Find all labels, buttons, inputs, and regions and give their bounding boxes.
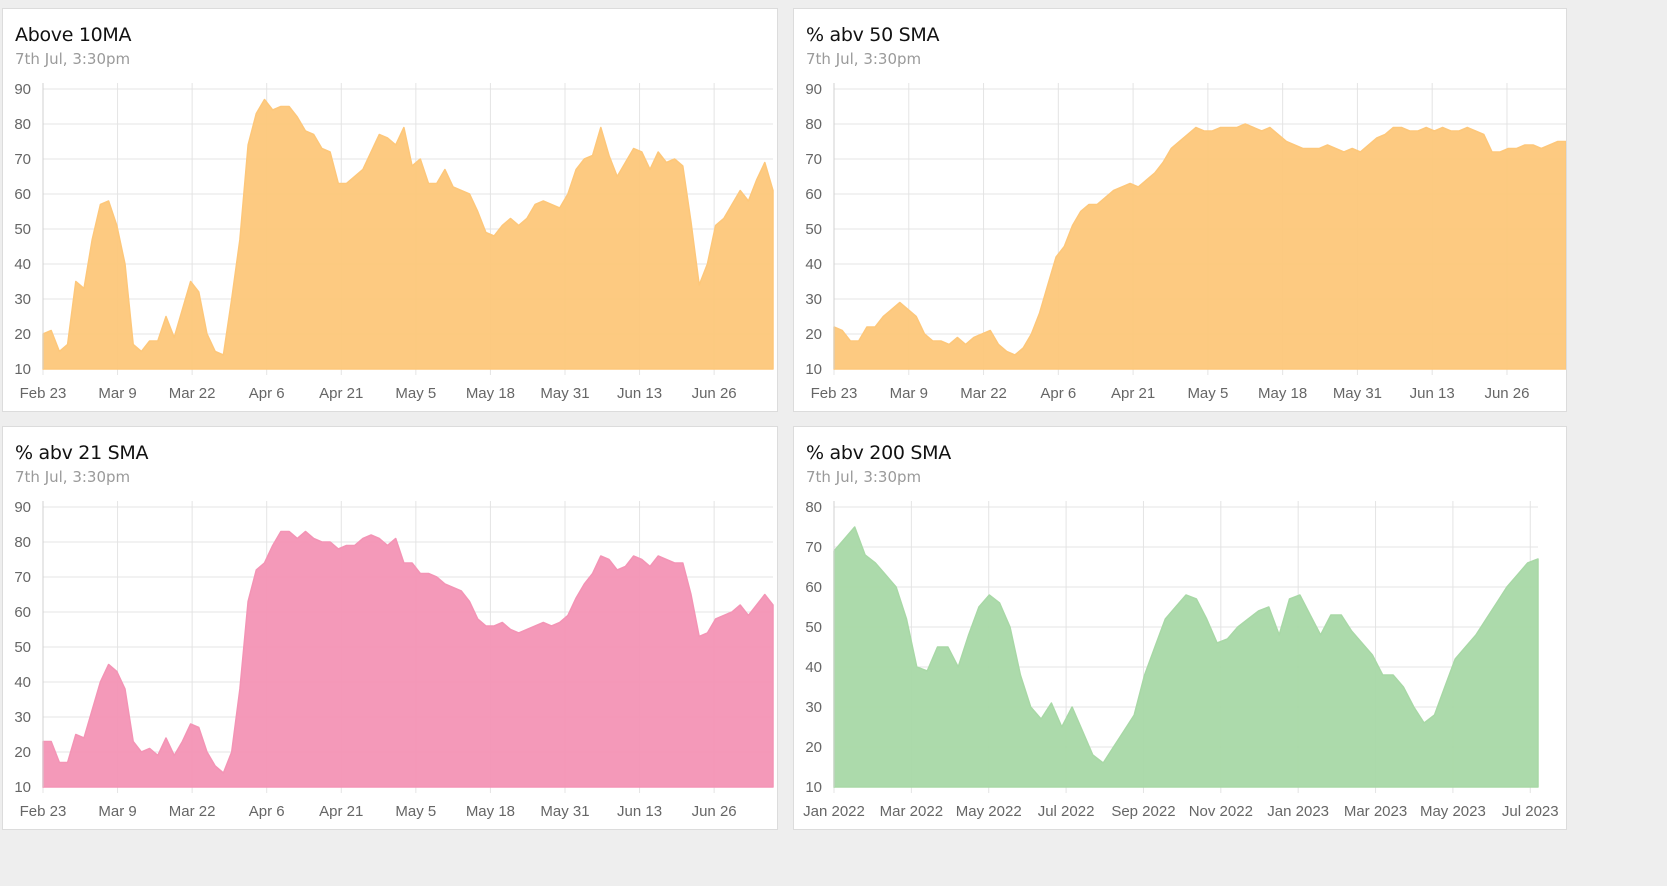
x-tick-label: Jul 2023: [1502, 803, 1559, 820]
y-tick-label: 90: [805, 81, 822, 98]
x-tick-label: Jun 13: [1410, 385, 1455, 402]
y-tick-label: 20: [805, 739, 822, 756]
chart-card-above-10ma: Above 10MA 7th Jul, 3:30pm 90 80 70 60 50 40 3…: [2, 8, 778, 412]
x-tick-label: Nov 2022: [1189, 803, 1253, 820]
chart-card-abv-200-sma: % abv 200 SMA 7th Jul, 3:30pm 80 70 60 50 40…: [793, 426, 1567, 830]
y-tick-label: 50: [14, 221, 31, 238]
x-tick-label: Jul 2022: [1038, 803, 1095, 820]
x-tick-label: Jan 2022: [803, 803, 865, 820]
x-tick-label: May 5: [395, 385, 436, 402]
chart-plot: 90 80 70 60 50 40 30 20 10 Feb 23 Mar 9 Mar 22 Apr 6…: [805, 81, 1566, 402]
y-tick-label: 10: [805, 779, 822, 796]
y-tick-label: 30: [14, 709, 31, 726]
y-tick-label: 80: [805, 499, 822, 516]
chart-subtitle: 7th Jul, 3:30pm: [15, 50, 131, 68]
chart-title: % abv 200 SMA: [806, 442, 951, 464]
y-tick-label: 20: [805, 326, 822, 343]
x-tick-label: May 5: [395, 803, 436, 820]
x-tick-label: Mar 9: [98, 803, 136, 820]
y-tick-label: 50: [805, 221, 822, 238]
chart-subtitle: 7th Jul, 3:30pm: [806, 50, 922, 68]
x-tick-label: Mar 2022: [880, 803, 943, 820]
x-tick-label: May 31: [540, 803, 589, 820]
chart-plot: 90 80 70 60 50 40 30 20 10 Feb 23 Mar 9 Mar 22 Apr 6…: [14, 499, 774, 820]
area-series: [42, 530, 774, 788]
y-tick-label: 20: [14, 744, 31, 761]
y-tick-label: 70: [805, 151, 822, 168]
x-tick-label: May 2023: [1420, 803, 1486, 820]
x-tick-label: Apr 6: [249, 385, 285, 402]
x-tick-label: Feb 23: [811, 385, 858, 402]
x-tick-label: May 18: [466, 803, 515, 820]
x-tick-label: May 31: [540, 385, 589, 402]
x-tick-label: May 2022: [956, 803, 1022, 820]
y-tick-label: 60: [805, 579, 822, 596]
y-tick-label: 70: [14, 569, 31, 586]
y-tick-label: 60: [14, 604, 31, 621]
y-tick-label: 10: [14, 779, 31, 796]
y-tick-label: 50: [14, 639, 31, 656]
chart-subtitle: 7th Jul, 3:30pm: [806, 468, 922, 486]
y-tick-label: 30: [805, 699, 822, 716]
chart-plot: 90 80 70 60 50 40 30 20 10 Feb 23 Mar 9 Mar 22 Apr 6…: [14, 81, 774, 402]
x-tick-label: May 18: [466, 385, 515, 402]
chart-subtitle: 7th Jul, 3:30pm: [15, 468, 131, 486]
y-tick-label: 50: [805, 619, 822, 636]
y-tick-label: 80: [14, 534, 31, 551]
y-tick-label: 80: [14, 116, 31, 133]
x-tick-label: Jun 13: [617, 803, 662, 820]
x-tick-label: Jun 26: [692, 803, 737, 820]
chart-title: % abv 21 SMA: [15, 442, 149, 464]
x-tick-label: Jan 2023: [1267, 803, 1329, 820]
x-tick-label: Mar 22: [960, 385, 1007, 402]
x-tick-label: Mar 2023: [1344, 803, 1407, 820]
y-tick-label: 70: [14, 151, 31, 168]
x-tick-label: Feb 23: [20, 385, 67, 402]
x-tick-label: Apr 21: [319, 803, 363, 820]
x-tick-label: May 18: [1258, 385, 1307, 402]
area-series: [833, 526, 1539, 788]
y-tick-label: 10: [14, 361, 31, 378]
y-tick-label: 40: [805, 659, 822, 676]
chart-title: % abv 50 SMA: [806, 24, 940, 46]
y-tick-label: 80: [805, 116, 822, 133]
x-tick-label: Feb 23: [20, 803, 67, 820]
x-tick-label: Sep 2022: [1111, 803, 1175, 820]
x-tick-label: Apr 6: [249, 803, 285, 820]
y-tick-label: 40: [805, 256, 822, 273]
x-tick-label: May 31: [1333, 385, 1382, 402]
y-tick-label: 70: [805, 539, 822, 556]
y-tick-label: 30: [805, 291, 822, 308]
y-tick-label: 20: [14, 326, 31, 343]
y-tick-label: 30: [14, 291, 31, 308]
x-tick-label: Jun 26: [692, 385, 737, 402]
chart-card-abv-50-sma: % abv 50 SMA 7th Jul, 3:30pm 90 80 70 60 50 4…: [793, 8, 1567, 412]
y-tick-label: 60: [14, 186, 31, 203]
x-tick-label: Apr 21: [1111, 385, 1155, 402]
x-tick-label: Jun 26: [1484, 385, 1529, 402]
chart-plot: 80 70 60 50 40 30 20 10 Jan 2022 Mar 2022 May 2022…: [803, 499, 1559, 820]
area-series: [833, 123, 1566, 370]
x-tick-label: May 5: [1187, 385, 1228, 402]
y-tick-label: 40: [14, 674, 31, 691]
chart-title: Above 10MA: [15, 24, 132, 46]
y-tick-label: 90: [14, 499, 31, 516]
x-tick-label: Mar 22: [169, 803, 216, 820]
x-tick-label: Jun 13: [617, 385, 662, 402]
x-tick-label: Mar 9: [98, 385, 136, 402]
area-series: [42, 98, 774, 370]
x-tick-label: Apr 6: [1040, 385, 1076, 402]
x-tick-label: Mar 9: [890, 385, 928, 402]
chart-card-abv-21-sma: % abv 21 SMA 7th Jul, 3:30pm 90 80 70 60 50 4…: [2, 426, 778, 830]
y-tick-label: 60: [805, 186, 822, 203]
y-tick-label: 90: [14, 81, 31, 98]
x-tick-label: Mar 22: [169, 385, 216, 402]
x-tick-label: Apr 21: [319, 385, 363, 402]
y-tick-label: 10: [805, 361, 822, 378]
y-tick-label: 40: [14, 256, 31, 273]
